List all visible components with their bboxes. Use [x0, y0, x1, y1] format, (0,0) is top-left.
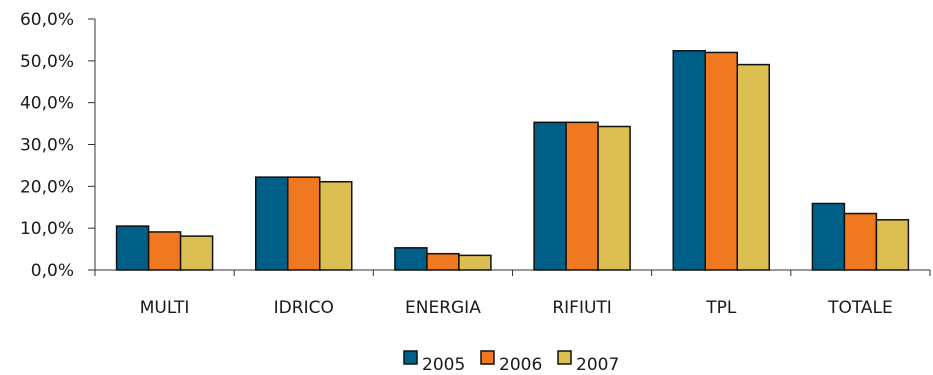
y-axis: 0,0% 10,0% 20,0% 30,0% 40,0% 50,0% 60,0%: [20, 10, 96, 281]
bar-totale-2006: [843, 212, 878, 271]
y-tick-label: 30,0%: [20, 136, 74, 156]
x-tick-label: MULTI: [140, 298, 190, 318]
x-tick-label: IDRICO: [274, 298, 334, 318]
legend-label: 2006: [499, 355, 542, 371]
bar-rifiuti-2005: [533, 121, 567, 271]
bars: [115, 50, 910, 271]
bar-multi-2006: [147, 231, 182, 271]
bar-totale-2005: [811, 202, 846, 271]
bar-idrico-2006: [287, 176, 321, 271]
legend-swatch-2005: [403, 350, 418, 365]
bar-energia-2005: [394, 247, 428, 271]
bar-tpl-2006: [704, 51, 738, 271]
x-tick-label: TPL: [705, 298, 737, 318]
bar-energia-2007: [458, 254, 492, 271]
bar-rifiuti-2006: [565, 121, 599, 271]
y-tick-label: 50,0%: [20, 52, 74, 72]
bar-idrico-2005: [255, 176, 289, 271]
legend-swatch-2007: [557, 350, 572, 365]
y-tick-label: 10,0%: [20, 219, 74, 239]
legend-label: 2005: [422, 355, 465, 371]
x-tick-label: RIFIUTI: [552, 298, 611, 318]
legend: 2005 2006 2007: [403, 350, 619, 375]
y-tick-label: 40,0%: [20, 94, 74, 114]
y-tick-label: 0,0%: [31, 261, 74, 281]
y-tick-label: 20,0%: [20, 177, 74, 197]
y-tick-label: 60,0%: [20, 10, 74, 30]
x-tick-label: ENERGIA: [405, 298, 481, 318]
x-tick-label: TOTALE: [827, 298, 893, 318]
bar-tpl-2007: [736, 63, 770, 271]
bar-multi-2007: [179, 235, 214, 271]
bar-rifiuti-2007: [597, 125, 631, 271]
bar-totale-2007: [875, 219, 910, 271]
bar-multi-2005: [115, 225, 150, 271]
legend-swatch-2006: [480, 350, 495, 365]
x-axis: MULTI IDRICO ENERGIA RIFIUTI TPL TOTALE: [94, 269, 931, 318]
bar-idrico-2007: [319, 180, 353, 271]
bar-tpl-2005: [672, 50, 706, 271]
bar-energia-2006: [426, 252, 460, 271]
legend-label: 2007: [576, 355, 619, 371]
